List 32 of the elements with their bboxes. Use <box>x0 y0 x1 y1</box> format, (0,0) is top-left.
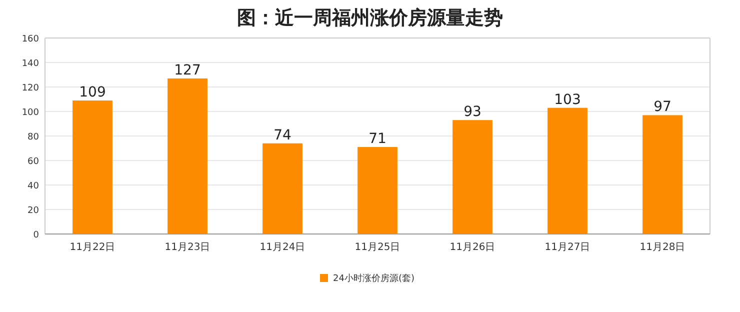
x-tick-label: 11月22日 <box>70 242 116 253</box>
bar <box>452 120 492 234</box>
x-tick-label: 11月27日 <box>544 242 590 253</box>
bar <box>72 100 112 234</box>
data-label: 93 <box>464 104 482 120</box>
y-tick-label: 100 <box>22 108 40 118</box>
bar <box>262 143 302 234</box>
y-tick-label: 140 <box>22 59 40 69</box>
bar <box>168 78 208 234</box>
data-label: 103 <box>554 92 581 108</box>
x-tick-label: 11月23日 <box>164 242 210 253</box>
y-tick-label: 0 <box>33 230 40 240</box>
x-tick-label: 11月24日 <box>260 242 306 253</box>
chart-title: 图：近一周福州涨价房源量走势 <box>237 7 503 29</box>
y-tick-label: 20 <box>28 206 40 216</box>
y-tick-label: 60 <box>28 157 40 167</box>
x-tick-label: 11月25日 <box>354 242 400 253</box>
data-label: 74 <box>274 127 292 144</box>
data-label: 109 <box>79 84 106 100</box>
legend-label: 24小时涨价房源(套) <box>333 273 414 284</box>
bar <box>642 115 682 234</box>
bar <box>358 147 398 234</box>
bar <box>548 108 588 234</box>
data-label: 127 <box>174 62 201 78</box>
y-tick-label: 160 <box>22 34 40 44</box>
data-label: 97 <box>654 99 672 116</box>
data-label: 71 <box>368 131 386 148</box>
y-tick-label: 120 <box>22 84 40 94</box>
x-tick-label: 11月26日 <box>450 242 496 253</box>
x-tick-label: 11月28日 <box>640 242 686 253</box>
y-tick-label: 40 <box>28 182 40 192</box>
y-tick-label: 80 <box>28 132 40 142</box>
